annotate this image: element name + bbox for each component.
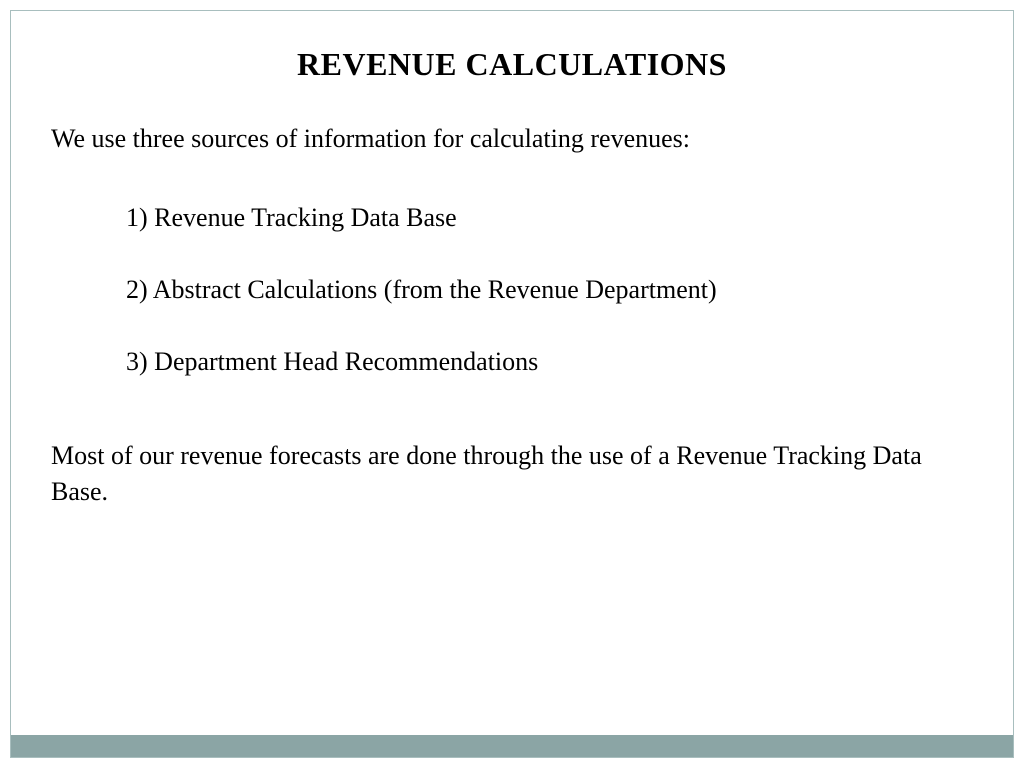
closing-paragraph: Most of our revenue forecasts are done t…	[51, 438, 973, 508]
slide-title: REVENUE CALCULATIONS	[51, 46, 973, 83]
intro-paragraph: We use three sources of information for …	[51, 121, 973, 156]
list-item: 3) Department Head Recommendations	[126, 345, 973, 379]
list-item: 2) Abstract Calculations (from the Reven…	[126, 273, 973, 307]
item-text: Revenue Tracking Data Base	[154, 203, 457, 232]
item-number: 2)	[126, 275, 148, 304]
list-item: 1) Revenue Tracking Data Base	[126, 201, 973, 235]
slide-container: REVENUE CALCULATIONS We use three source…	[10, 10, 1014, 758]
bottom-accent-bar	[11, 735, 1013, 757]
item-text: Abstract Calculations (from the Revenue …	[153, 275, 717, 304]
item-number: 1)	[126, 203, 148, 232]
numbered-list: 1) Revenue Tracking Data Base 2) Abstrac…	[51, 201, 973, 378]
item-text: Department Head Recommendations	[154, 347, 538, 376]
item-number: 3)	[126, 347, 148, 376]
